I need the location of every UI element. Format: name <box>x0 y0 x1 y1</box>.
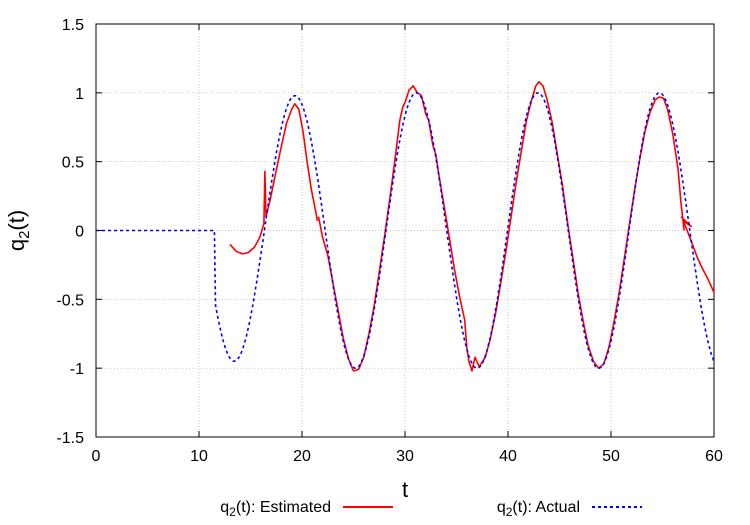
legend-label-actual-subscript: 2 <box>506 505 513 519</box>
y-tick-label: -1 <box>70 361 84 378</box>
y-tick-label: -1.5 <box>56 430 84 447</box>
legend-label-estimated-base: q <box>220 499 229 516</box>
x-axis-label: t <box>402 477 408 502</box>
x-tick-label: 10 <box>190 448 208 465</box>
y-tick-label: 1.5 <box>62 17 84 34</box>
legend-label-estimated: q2(t): Estimated <box>220 499 331 519</box>
legend-label-actual: q2(t): Actual <box>497 499 580 519</box>
y-tick-label: 0.5 <box>62 155 84 172</box>
axis-ticks: 0 10 20 30 40 50 60 -1.5 -1 -0.5 0 0.5 1 1.5 <box>56 17 723 465</box>
x-tick-label: 30 <box>396 448 414 465</box>
x-tick-label: 20 <box>293 448 311 465</box>
legend: q2(t): Estimated q2(t): Actual <box>220 499 642 519</box>
series-line-estimated <box>229 103 319 255</box>
legend-label-estimated-tail: (t): Estimated <box>236 499 331 516</box>
y-tick-label: 0 <box>75 224 84 241</box>
y-tick-label: 1 <box>75 86 84 103</box>
x-tick-label: 60 <box>705 448 723 465</box>
x-tick-label: 40 <box>499 448 517 465</box>
series-line-estimated <box>680 216 715 293</box>
x-tick-label: 50 <box>602 448 620 465</box>
series-layer <box>96 81 715 372</box>
legend-label-actual-tail: (t): Actual <box>512 499 580 516</box>
y-axis-label: q2(t) <box>4 210 33 251</box>
y-tick-label: -0.5 <box>56 292 84 309</box>
y-axis-label-tail: (t) <box>4 210 29 231</box>
series-line-actual <box>96 91 715 370</box>
x-tick-label: 0 <box>92 448 101 465</box>
y-axis-label-base: q <box>4 239 29 251</box>
y-axis-label-subscript: 2 <box>16 231 33 239</box>
legend-label-estimated-subscript: 2 <box>229 505 236 519</box>
series-line-estimated <box>317 81 685 372</box>
legend-label-actual-base: q <box>497 499 506 516</box>
